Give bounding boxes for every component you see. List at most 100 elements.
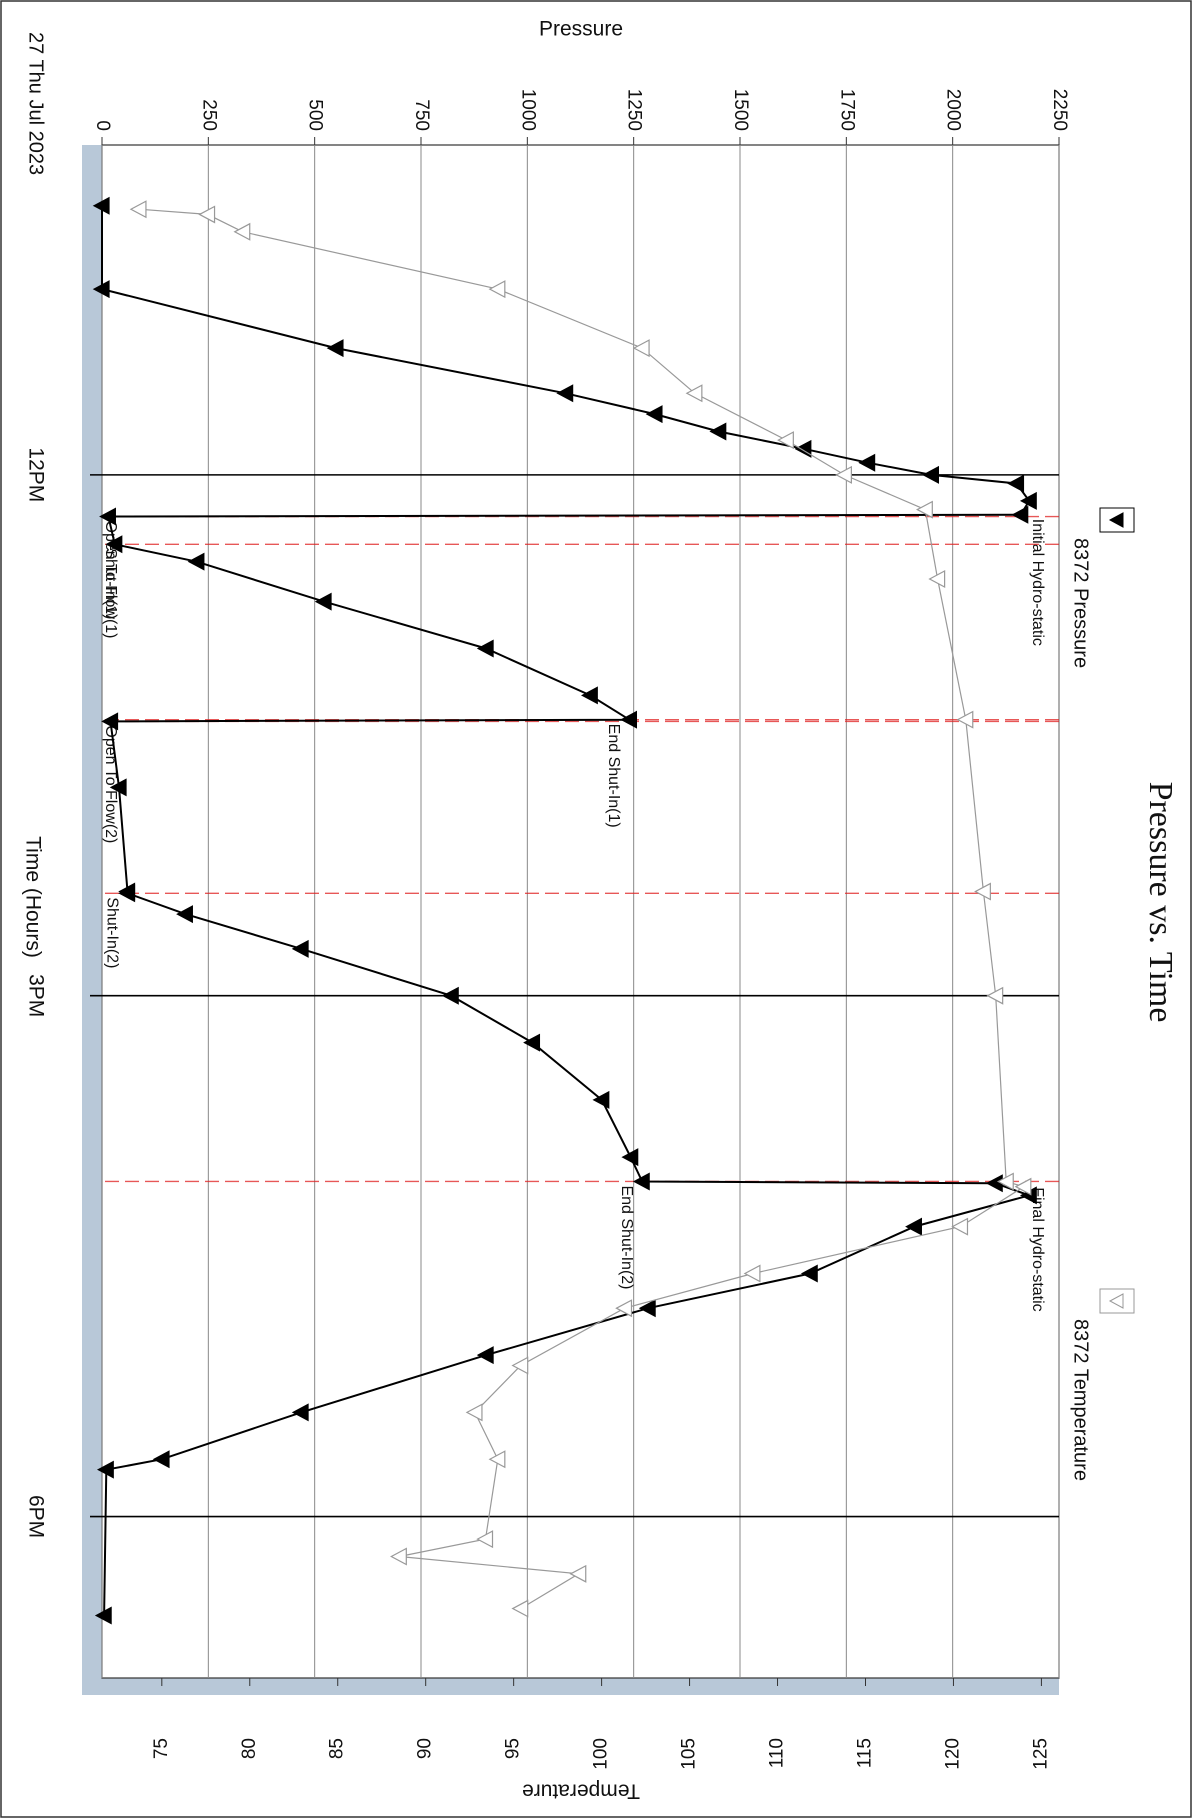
series-marker <box>476 1346 494 1365</box>
series-marker <box>928 570 946 589</box>
series-marker <box>621 1148 639 1167</box>
chart-title: Pressure vs. Time <box>1142 782 1179 1023</box>
series-marker <box>1019 491 1037 510</box>
series-marker <box>581 686 598 705</box>
rotated-chart: Pressure vs. Time 27 Thu Jul 2023 Time (… <box>21 18 1179 1803</box>
y2-tick-label: 125 <box>1030 1738 1051 1770</box>
series-marker <box>99 507 116 526</box>
series-marker <box>92 280 110 299</box>
y-tick-label: 0 <box>92 120 113 131</box>
legend-marker <box>1108 512 1124 528</box>
series-marker <box>152 1450 170 1469</box>
y-tick-label: 2250 <box>1049 89 1070 131</box>
series-marker <box>465 1403 483 1422</box>
series-marker <box>511 1356 529 1375</box>
series-marker <box>685 384 703 403</box>
series-marker <box>996 1172 1014 1191</box>
y-tick-label: 1750 <box>836 89 857 131</box>
series-marker <box>314 592 332 611</box>
legend-label: 8372 Pressure <box>1070 538 1092 668</box>
series-marker <box>109 778 127 797</box>
legend-marker <box>1108 1293 1124 1309</box>
event-label: Shut-In(1) <box>102 548 119 619</box>
series-marker <box>118 884 136 903</box>
series-marker <box>476 1530 494 1549</box>
y2-tick-label: 90 <box>415 1738 436 1759</box>
series-marker <box>645 405 663 424</box>
x-axis-title: Time (Hours) <box>21 836 44 958</box>
series-marker <box>187 552 205 571</box>
series-marker <box>105 535 123 554</box>
series-marker <box>632 339 650 358</box>
y-tick-label: 250 <box>198 99 219 131</box>
event-label: Initial Hydro-static <box>1029 519 1046 646</box>
y2-tick-label: 80 <box>239 1738 260 1759</box>
y-tick-label: 1000 <box>517 89 538 131</box>
series-marker <box>488 1450 506 1469</box>
axis-band <box>82 1678 1059 1695</box>
series-marker <box>800 1264 818 1283</box>
series-marker <box>101 712 119 731</box>
date-label: 27 Thu Jul 2023 <box>25 32 47 175</box>
series-marker <box>233 222 251 241</box>
y-axis-title: Pressure <box>539 18 623 41</box>
series-marker <box>569 1564 587 1583</box>
series-marker <box>1007 474 1025 493</box>
series-marker <box>835 465 852 484</box>
axis-band <box>82 145 102 1695</box>
series-marker <box>974 882 991 901</box>
series-marker <box>858 453 876 472</box>
series-marker <box>916 500 933 519</box>
series-marker <box>709 422 727 441</box>
plot-frame <box>101 144 1060 1679</box>
y-tick-label: 1500 <box>730 89 751 131</box>
series-marker <box>986 986 1004 1005</box>
series-marker <box>476 639 494 658</box>
series-marker <box>523 1033 541 1052</box>
y2-tick-label: 120 <box>942 1738 963 1770</box>
x-tick-label: 6PM <box>24 1495 47 1538</box>
y2-tick-label: 75 <box>151 1738 172 1759</box>
y2-tick-label: 105 <box>679 1738 700 1770</box>
legend-label: 8372 Temperature <box>1070 1319 1092 1481</box>
series-marker <box>743 1264 761 1283</box>
series-marker <box>198 205 216 224</box>
series-marker <box>488 280 506 299</box>
series-marker <box>291 1403 309 1422</box>
y2-tick-label: 100 <box>591 1738 612 1770</box>
y-tick-label: 1250 <box>624 89 645 131</box>
series-marker <box>956 710 974 729</box>
series-marker <box>615 1299 633 1318</box>
series-marker <box>951 1217 969 1236</box>
series-marker <box>632 1172 650 1191</box>
series-marker <box>94 1606 112 1625</box>
y-tick-label: 2000 <box>943 89 964 131</box>
series-marker <box>390 1547 407 1566</box>
series-marker <box>326 339 344 358</box>
x-tick-label: 12PM <box>24 447 47 502</box>
event-label: Open To Flow(1) <box>102 521 119 639</box>
event-label: Shut-In(2) <box>103 897 120 968</box>
y2-tick-label: 95 <box>503 1738 524 1759</box>
y2-tick-label: 85 <box>327 1738 348 1759</box>
series-marker <box>129 200 147 219</box>
series-marker <box>1014 1177 1032 1196</box>
event-label: End Shut-In(2) <box>618 1185 635 1289</box>
series-marker <box>441 986 459 1005</box>
y-tick-label: 500 <box>305 99 326 131</box>
series-line <box>101 205 1033 1616</box>
series-marker <box>176 905 193 924</box>
y2-tick-label: 115 <box>855 1738 876 1768</box>
series-marker <box>556 384 574 403</box>
series-marker <box>96 1460 114 1479</box>
series-marker <box>620 710 638 729</box>
series-marker <box>291 939 309 958</box>
y2-axis-title: Temperature <box>522 1779 640 1802</box>
x-tick-label: 3PM <box>24 974 47 1017</box>
series-marker <box>1011 505 1029 524</box>
event-label: End Shut-In(1) <box>605 724 622 828</box>
series-marker <box>511 1599 529 1618</box>
series-marker <box>905 1217 922 1236</box>
series-marker <box>777 431 794 450</box>
